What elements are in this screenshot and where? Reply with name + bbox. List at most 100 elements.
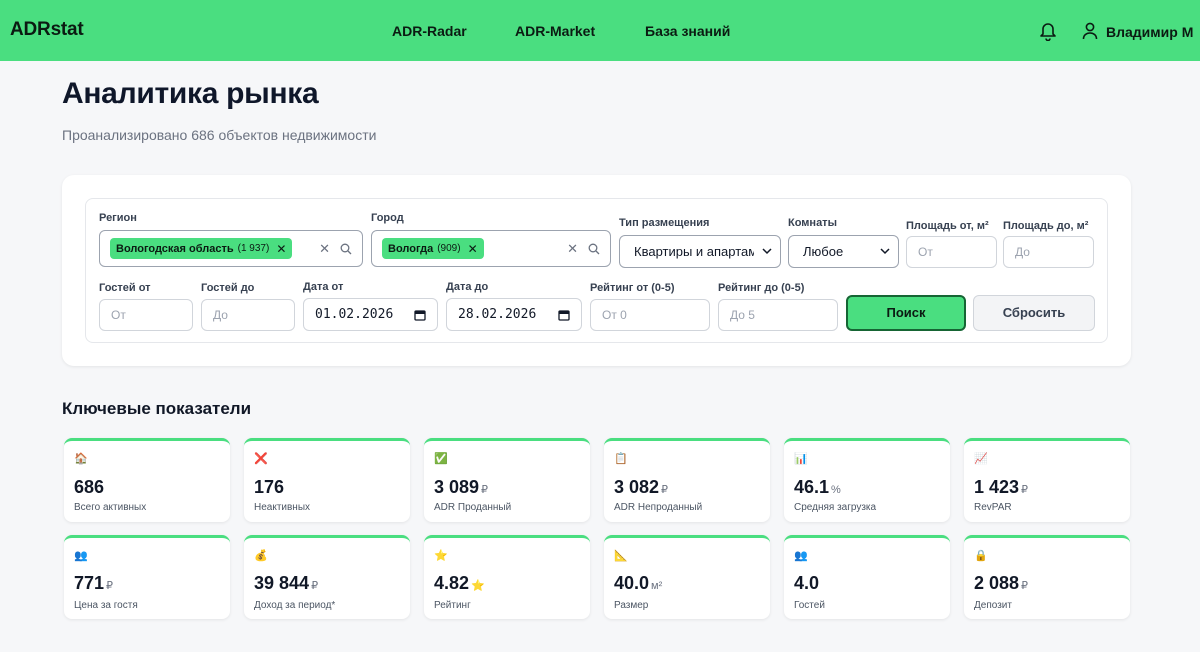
kpi-value: 39 844 ₽ <box>254 573 318 594</box>
rooms-select[interactable]: Любое <box>788 235 899 268</box>
city-search-icon <box>588 243 600 254</box>
kpi-value: 771 ₽ <box>74 573 113 594</box>
kpi-value: 2 088 ₽ <box>974 573 1028 594</box>
placement-select[interactable]: Квартиры и апартаменты <box>619 235 781 268</box>
user-icon[interactable] <box>1082 22 1098 40</box>
kpi-value-unit: ₽ <box>481 484 489 496</box>
kpi-label: ADR Непроданный <box>614 502 703 513</box>
rooms-label: Комнаты <box>788 217 837 229</box>
region-clear-icon[interactable]: ✕ <box>319 240 330 256</box>
date-to-input[interactable]: 28.02.2026 <box>446 298 582 331</box>
ruler-icon: 📐 <box>614 550 628 562</box>
kpi-value-unit: ₽ <box>1021 580 1029 592</box>
check-icon: ✅ <box>434 453 448 465</box>
city-chip-label: Вологда <box>388 242 434 255</box>
region-label: Регион <box>99 212 137 224</box>
city-label: Город <box>371 212 404 224</box>
kpi-label: ADR Проданный <box>434 502 512 513</box>
money-bag-icon: 💰 <box>254 550 268 562</box>
kpi-card: 📐 40.0 м² Размер <box>604 535 770 619</box>
page-title: Аналитика рынка <box>62 77 319 110</box>
region-chip-label: Вологодская область <box>116 242 234 255</box>
trend-chart-icon: 📈 <box>974 453 988 465</box>
star-icon: ⭐ <box>434 550 448 562</box>
kpi-value: 40.0 м² <box>614 573 662 594</box>
kpi-value-number: 3 089 <box>434 477 480 497</box>
kpi-value-number: 771 <box>74 573 105 593</box>
kpi-value-number: 4.82 <box>434 573 470 593</box>
date-to-label: Дата до <box>446 281 489 293</box>
kpi-value: 46.1% <box>794 477 841 498</box>
kpi-label: Доход за период* <box>254 600 336 611</box>
bell-icon[interactable] <box>1039 21 1057 41</box>
kpi-card: 👥 771 ₽ Цена за гостя <box>64 535 230 619</box>
kpi-value-unit: м² <box>651 580 663 592</box>
date-from-value: 01.02.2026 <box>315 307 394 322</box>
guests-to-input[interactable]: До <box>201 299 295 331</box>
kpi-value: 686 <box>74 477 106 498</box>
user-name[interactable]: Владимир М <box>1106 24 1194 40</box>
region-chip-remove-icon[interactable]: ✕ <box>276 241 287 256</box>
reset-button[interactable]: Сбросить <box>973 295 1095 331</box>
kpi-card: 🏠 686 Всего активных <box>64 438 230 522</box>
rating-from-input[interactable]: От 0 <box>590 299 710 331</box>
chevron-down-icon <box>762 248 772 255</box>
search-button[interactable]: Поиск <box>846 295 966 331</box>
city-clear-icon[interactable]: ✕ <box>567 240 578 256</box>
notepad-icon: 📋 <box>614 453 628 465</box>
kpi-value: 4.82 ⭐ <box>434 573 485 594</box>
kpi-value-number: 46.1 <box>794 477 830 497</box>
kpi-section-title: Ключевые показатели <box>62 399 252 418</box>
kpi-value-number: 4.0 <box>794 573 820 593</box>
kpi-card: 📋 3 082 ₽ ADR Непроданный <box>604 438 770 522</box>
city-chip-count: (909) <box>437 243 461 254</box>
kpi-label: Депозит <box>974 600 1012 611</box>
rating-to-label: Рейтинг до (0-5) <box>718 282 805 294</box>
kpi-value-unit: ₽ <box>661 484 669 496</box>
date-to-value: 28.02.2026 <box>458 307 537 322</box>
logo[interactable]: ADRstat <box>10 19 84 40</box>
guests-from-input[interactable]: От <box>99 299 193 331</box>
kpi-card: ✅ 3 089 ₽ ADR Проданный <box>424 438 590 522</box>
kpi-label: Неактивных <box>254 502 311 513</box>
region-select[interactable]: Вологодская область (1 937) ✕ ✕ <box>99 230 363 267</box>
kpi-card: 👥 4.0 Гостей <box>784 535 950 619</box>
guests-icon: 👥 <box>794 550 808 562</box>
area-to-input[interactable]: До <box>1003 236 1094 268</box>
people-icon: 👥 <box>74 550 88 562</box>
kpi-value: 4.0 <box>794 573 821 594</box>
kpi-value-unit: ₽ <box>311 580 319 592</box>
placement-value: Квартиры и апартаменты <box>634 244 754 259</box>
kpi-value: 3 082 ₽ <box>614 477 668 498</box>
kpi-label: Размер <box>614 600 649 611</box>
city-select[interactable]: Вологда (909) ✕ ✕ <box>371 230 611 267</box>
kpi-value-unit: ⭐ <box>471 580 485 592</box>
filter-card <box>62 175 1131 366</box>
rating-from-label: Рейтинг от (0-5) <box>590 282 675 294</box>
kpi-label: Всего активных <box>74 502 147 513</box>
area-to-label: Площадь до, м² <box>1003 220 1089 232</box>
chevron-down-icon <box>880 248 890 255</box>
rating-to-input[interactable]: До 5 <box>718 299 838 331</box>
kpi-value-unit: % <box>831 484 841 496</box>
kpi-label: Гостей <box>794 600 825 611</box>
calendar-icon[interactable] <box>558 309 570 321</box>
calendar-icon[interactable] <box>414 309 426 321</box>
guests-from-label: Гостей от <box>99 282 151 294</box>
kpi-label: Цена за гостя <box>74 600 138 611</box>
kpi-card: ❌ 176 Неактивных <box>244 438 410 522</box>
kpi-card: 📈 1 423 ₽ RevPAR <box>964 438 1130 522</box>
nav-adr-radar[interactable]: ADR-Radar <box>392 23 467 39</box>
kpi-value-number: 1 423 <box>974 477 1020 497</box>
kpi-value-number: 40.0 <box>614 573 650 593</box>
date-from-input[interactable]: 01.02.2026 <box>303 298 438 331</box>
kpi-value-unit: ₽ <box>106 580 114 592</box>
area-from-input[interactable]: От <box>906 236 997 268</box>
nav-adr-market[interactable]: ADR-Market <box>515 23 596 39</box>
region-chip[interactable]: Вологодская область (1 937) ✕ <box>110 238 293 259</box>
city-chip[interactable]: Вологда (909) ✕ <box>382 238 484 259</box>
nav-knowledge-base[interactable]: База знаний <box>645 23 731 39</box>
kpi-label: Рейтинг <box>434 600 471 611</box>
area-from-label: Площадь от, м² <box>906 220 989 232</box>
city-chip-remove-icon[interactable]: ✕ <box>467 241 478 256</box>
